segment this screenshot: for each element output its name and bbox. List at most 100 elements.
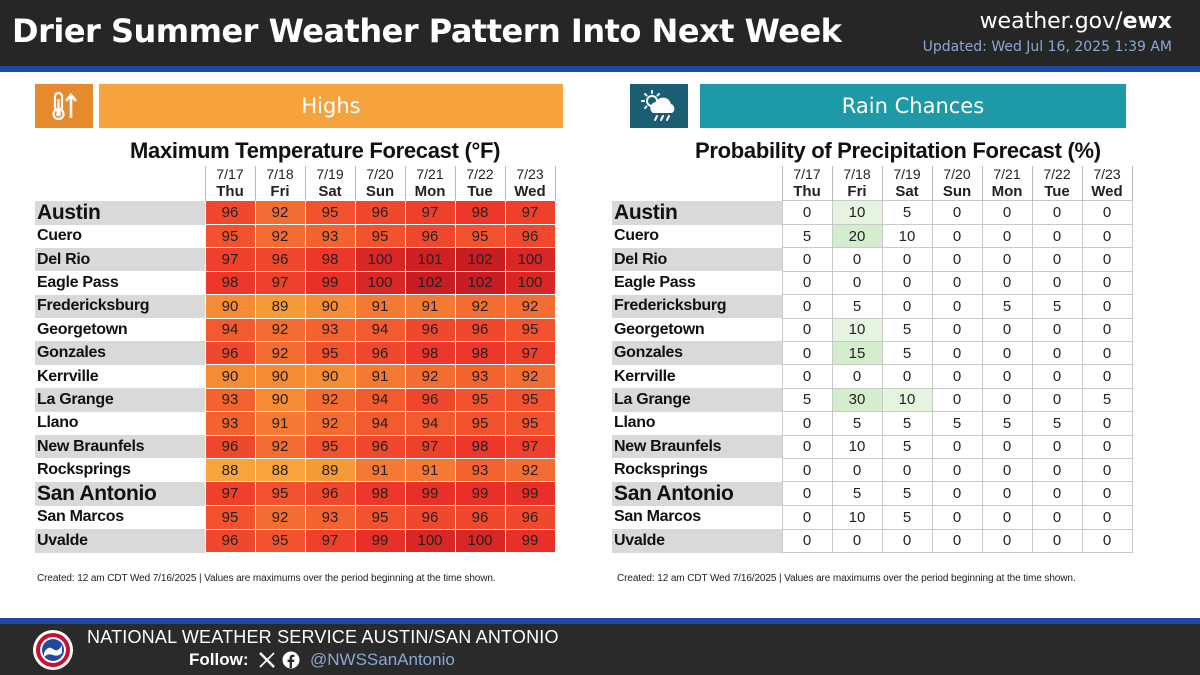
temperature-cell: 91 <box>354 364 406 389</box>
rain-table: 7/17 7/18 7/19 7/20 7/21 7/22 7/23 Thu Fri Sat Su… <box>612 166 1133 554</box>
social-handle[interactable]: @NWSSanAntonio <box>310 650 455 669</box>
temperature-cell: 93 <box>204 387 256 413</box>
date-header: 7/19 <box>881 166 933 183</box>
rain-chart-title: Probability of Precipitation Forecast (%… <box>695 138 1101 163</box>
footer-divider <box>0 618 1200 624</box>
precip-chance-cell: 0 <box>931 481 983 507</box>
social-icons <box>258 651 300 674</box>
location-name: Austin <box>612 200 782 225</box>
location-name: Del Rio <box>612 247 782 272</box>
precip-chance-cell: 0 <box>881 270 933 296</box>
day-of-week-header: Sat <box>881 183 933 201</box>
precip-chance-cell: 0 <box>831 270 883 296</box>
rain-footnote: Created: 12 am CDT Wed 7/16/2025 | Value… <box>617 573 1076 584</box>
temperature-cell: 93 <box>204 411 256 436</box>
location-name: Fredericksburg <box>35 294 205 319</box>
temperature-cell: 89 <box>254 294 306 319</box>
precip-chance-cell: 5 <box>831 411 883 436</box>
precip-chance-cell: 0 <box>931 528 983 554</box>
precip-chance-cell: 0 <box>1081 317 1133 342</box>
date-header: 7/18 <box>831 166 883 183</box>
temperature-cell: 95 <box>454 411 506 436</box>
temperature-cell: 92 <box>254 317 306 342</box>
temperature-cell: 99 <box>354 528 406 554</box>
highs-dow-row: Thu Fri Sat Sun Mon Tue Wed <box>35 183 556 201</box>
temperature-cell: 96 <box>404 387 456 413</box>
precip-chance-cell: 0 <box>881 528 933 554</box>
temperature-cell: 95 <box>204 223 256 249</box>
precip-chance-cell: 5 <box>1081 387 1133 413</box>
precip-chance-cell: 0 <box>931 200 983 225</box>
precip-chance-cell: 0 <box>981 434 1033 459</box>
temperature-cell: 95 <box>354 505 406 530</box>
temperature-cell: 92 <box>504 457 556 483</box>
precip-chance-cell: 0 <box>931 387 983 413</box>
precip-chance-cell: 30 <box>831 387 883 413</box>
nws-logo-icon <box>32 629 74 671</box>
table-row: Georgetown 0 10 5 0 0 0 0 <box>612 317 1133 342</box>
precip-chance-cell: 0 <box>981 340 1033 366</box>
precip-chance-cell: 0 <box>1081 434 1133 459</box>
table-row: San Antonio 0 5 5 0 0 0 0 <box>612 481 1133 507</box>
precip-chance-cell: 0 <box>831 364 883 389</box>
precip-chance-cell: 0 <box>1081 294 1133 319</box>
temperature-cell: 96 <box>254 247 306 272</box>
rain-table-body: Austin 0 10 5 0 0 0 0 Cuero 5 20 10 0 0 0 0 Del Rio 0 0 0 0 0… <box>612 200 1133 554</box>
precip-chance-cell: 5 <box>831 294 883 319</box>
temperature-cell: 90 <box>204 364 256 389</box>
precip-chance-cell: 0 <box>1081 481 1133 507</box>
table-row: San Marcos 95 92 93 95 96 96 96 <box>35 505 556 530</box>
precip-chance-cell: 5 <box>981 294 1033 319</box>
x-icon[interactable] <box>258 651 276 674</box>
precip-chance-cell: 0 <box>1031 434 1083 459</box>
location-name: New Braunfels <box>612 435 782 459</box>
temperature-cell: 91 <box>354 294 406 319</box>
precip-chance-cell: 0 <box>1081 364 1133 389</box>
precip-chance-cell: 0 <box>1031 364 1083 389</box>
date-header: 7/23 <box>1081 166 1133 183</box>
temperature-cell: 97 <box>204 481 256 507</box>
temperature-cell: 96 <box>354 200 406 225</box>
temperature-cell: 96 <box>354 434 406 459</box>
table-row: Del Rio 97 96 98 100 101 102 100 <box>35 247 556 272</box>
location-name: Georgetown <box>37 320 128 338</box>
precip-chance-cell: 10 <box>881 387 933 413</box>
highs-table: 7/17 7/18 7/19 7/20 7/21 7/22 7/23 Thu Fri Sat Su… <box>35 166 556 554</box>
temperature-cell: 98 <box>204 270 256 296</box>
temperature-cell: 100 <box>354 270 406 296</box>
temperature-cell: 98 <box>404 340 456 366</box>
precip-chance-cell: 0 <box>981 505 1033 530</box>
precip-chance-cell: 5 <box>831 481 883 507</box>
page-title: Drier Summer Weather Pattern Into Next W… <box>12 12 842 50</box>
precip-chance-cell: 0 <box>981 481 1033 507</box>
temperature-cell: 95 <box>354 223 406 249</box>
table-row: Uvalde 96 95 97 99 100 100 99 <box>35 528 556 554</box>
precip-chance-cell: 0 <box>931 505 983 530</box>
temperature-cell: 98 <box>454 200 506 225</box>
temperature-cell: 92 <box>304 411 356 436</box>
day-of-week-header: Fri <box>254 183 306 201</box>
thermometer-up-icon <box>35 84 93 128</box>
temperature-cell: 100 <box>454 528 506 554</box>
header-divider <box>0 66 1200 72</box>
temperature-cell: 99 <box>504 528 556 554</box>
day-of-week-header: Sun <box>354 183 406 201</box>
table-row: Austin 96 92 95 96 97 98 97 <box>35 200 556 225</box>
highs-panel: Highs Maximum Temperature Forecast (°F) … <box>35 82 595 592</box>
temperature-cell: 93 <box>304 505 356 530</box>
temperature-cell: 92 <box>254 434 306 459</box>
temperature-cell: 90 <box>204 294 256 319</box>
table-row: Fredericksburg 0 5 0 0 5 5 0 <box>612 294 1133 319</box>
temperature-cell: 100 <box>354 247 406 272</box>
temperature-cell: 100 <box>404 528 456 554</box>
site-link[interactable]: weather.gov/ewx <box>980 9 1172 34</box>
precip-chance-cell: 0 <box>781 200 833 225</box>
table-row: Gonzales 0 15 5 0 0 0 0 <box>612 340 1133 366</box>
precip-chance-cell: 20 <box>831 223 883 249</box>
day-of-week-header: Sat <box>304 183 356 201</box>
location-name: Eagle Pass <box>37 273 119 291</box>
temperature-cell: 95 <box>254 481 306 507</box>
facebook-icon[interactable] <box>282 651 300 674</box>
temperature-cell: 96 <box>204 434 256 459</box>
temperature-cell: 96 <box>204 200 256 225</box>
